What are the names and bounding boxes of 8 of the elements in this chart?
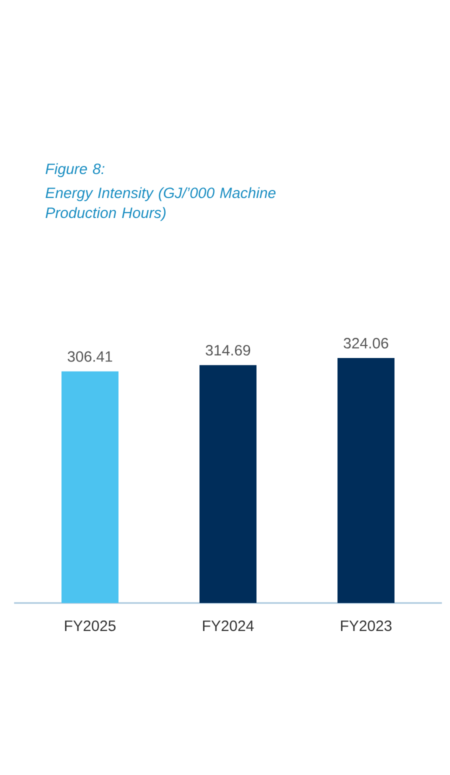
x-tick-label: FY2023 — [341, 620, 392, 632]
data-label: 314.69 — [206, 344, 250, 356]
x-tick-label: FY2024 — [203, 620, 254, 632]
x-tick-label: FY2025 — [65, 620, 116, 632]
chart-title: Figure 8: — [46, 163, 104, 178]
data-label: 324.06 — [344, 338, 388, 348]
data-label: 306.41 — [68, 351, 112, 362]
chart-subtitle: Energy Intensity (GJ/’000 Machine Production Hours) — [46, 187, 276, 222]
